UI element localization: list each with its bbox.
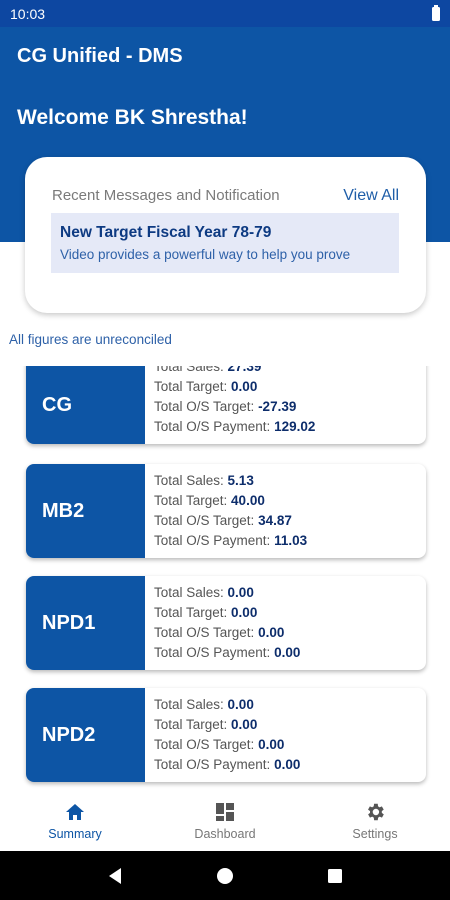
total-os-payment-row: Total O/S Payment: 129.02 xyxy=(154,419,316,434)
total-sales-row: Total Sales: 27.39 xyxy=(154,366,315,377)
welcome-text: Welcome BK Shrestha! xyxy=(17,106,248,129)
total-sales-value: 0.00 xyxy=(227,697,254,712)
total-os-target-row: Total O/S Target: -27.39 xyxy=(154,399,297,414)
bottom-navigation: Summary Dashboard Settings xyxy=(0,790,450,851)
status-bar: 10:03 xyxy=(0,0,450,27)
total-target-value: 0.00 xyxy=(231,605,258,620)
total-os-target-value: 0.00 xyxy=(258,625,285,640)
total-os-target-value: 34.87 xyxy=(258,513,292,528)
nav-summary-label: Summary xyxy=(48,826,102,841)
recents-icon[interactable] xyxy=(320,861,350,891)
notifications-title: Recent Messages and Notification xyxy=(52,187,280,204)
division-list[interactable]: CG Total Sales: 27.39 Total Target: 0.00… xyxy=(0,366,450,790)
total-os-payment-value: 129.02 xyxy=(274,419,316,434)
division-name: NPD2 xyxy=(26,688,145,782)
total-os-payment-value: 11.03 xyxy=(274,533,308,548)
total-sales-value: 27.39 xyxy=(227,366,262,374)
division-name: NPD1 xyxy=(26,576,145,670)
total-sales-row: Total Sales: 0.00 xyxy=(154,697,254,712)
nav-settings-label: Settings xyxy=(352,826,398,841)
home-icon xyxy=(64,801,86,823)
total-target-value: 40.00 xyxy=(231,493,265,508)
total-sales-value: 0.00 xyxy=(227,585,254,600)
total-target-row: Total Target: 40.00 xyxy=(154,493,265,508)
total-os-payment-row: Total O/S Payment: 0.00 xyxy=(154,645,301,660)
view-all-link[interactable]: View All xyxy=(343,187,399,204)
total-os-target-row: Total O/S Target: 0.00 xyxy=(154,737,285,752)
nav-dashboard[interactable]: Dashboard xyxy=(150,790,300,851)
total-os-target-row: Total O/S Target: 34.87 xyxy=(154,513,292,528)
total-os-payment-row: Total O/S Payment: 11.03 xyxy=(154,533,308,548)
total-sales-row: Total Sales: 5.13 xyxy=(154,473,254,488)
total-os-payment-row: Total O/S Payment: 0.00 xyxy=(154,757,301,772)
dashboard-icon xyxy=(214,801,236,823)
total-sales-value: 5.13 xyxy=(227,473,254,488)
total-target-value: 0.00 xyxy=(231,717,258,732)
total-target-row: Total Target: 0.00 xyxy=(154,717,258,732)
division-card-npd2[interactable]: NPD2 Total Sales: 0.00 Total Target: 0.0… xyxy=(26,688,426,782)
total-sales-row: Total Sales: 0.00 xyxy=(154,585,254,600)
total-os-payment-value: 0.00 xyxy=(274,645,301,660)
home-circle-icon[interactable] xyxy=(210,861,240,891)
total-target-value: 0.00 xyxy=(231,379,258,394)
total-os-target-value: -27.39 xyxy=(258,399,297,414)
gear-icon xyxy=(364,801,386,823)
notification-title: New Target Fiscal Year 78-79 xyxy=(60,224,272,241)
notifications-header: Recent Messages and Notification View Al… xyxy=(52,187,399,205)
status-time: 10:03 xyxy=(10,5,46,22)
back-icon[interactable] xyxy=(100,861,130,891)
notification-subtitle: Video provides a powerful way to help yo… xyxy=(60,247,351,262)
nav-dashboard-label: Dashboard xyxy=(194,826,256,841)
division-stats: Total Sales: 5.13 Total Target: 40.00 To… xyxy=(145,464,307,558)
unreconciled-note: All figures are unreconciled xyxy=(9,332,172,347)
notification-item[interactable]: New Target Fiscal Year 78-79 Video provi… xyxy=(51,213,399,273)
division-stats: Total Sales: 27.39 Total Target: 0.00 To… xyxy=(145,366,315,444)
division-stats: Total Sales: 0.00 Total Target: 0.00 Tot… xyxy=(145,576,300,670)
division-name: MB2 xyxy=(26,464,145,558)
notifications-card: Recent Messages and Notification View Al… xyxy=(25,157,426,313)
division-stats: Total Sales: 0.00 Total Target: 0.00 Tot… xyxy=(145,688,300,782)
division-card-npd1[interactable]: NPD1 Total Sales: 0.00 Total Target: 0.0… xyxy=(26,576,426,670)
battery-icon xyxy=(432,4,440,21)
total-target-row: Total Target: 0.00 xyxy=(154,379,258,394)
system-navigation-bar xyxy=(0,851,450,900)
app-title: CG Unified - DMS xyxy=(17,45,183,67)
total-target-row: Total Target: 0.00 xyxy=(154,605,258,620)
division-name: CG xyxy=(26,366,145,444)
total-os-target-value: 0.00 xyxy=(258,737,285,752)
division-card-cg[interactable]: CG Total Sales: 27.39 Total Target: 0.00… xyxy=(26,366,426,444)
nav-summary[interactable]: Summary xyxy=(0,790,150,851)
total-os-payment-value: 0.00 xyxy=(274,757,301,772)
nav-settings[interactable]: Settings xyxy=(300,790,450,851)
total-os-target-row: Total O/S Target: 0.00 xyxy=(154,625,285,640)
division-card-mb2[interactable]: MB2 Total Sales: 5.13 Total Target: 40.0… xyxy=(26,464,426,558)
